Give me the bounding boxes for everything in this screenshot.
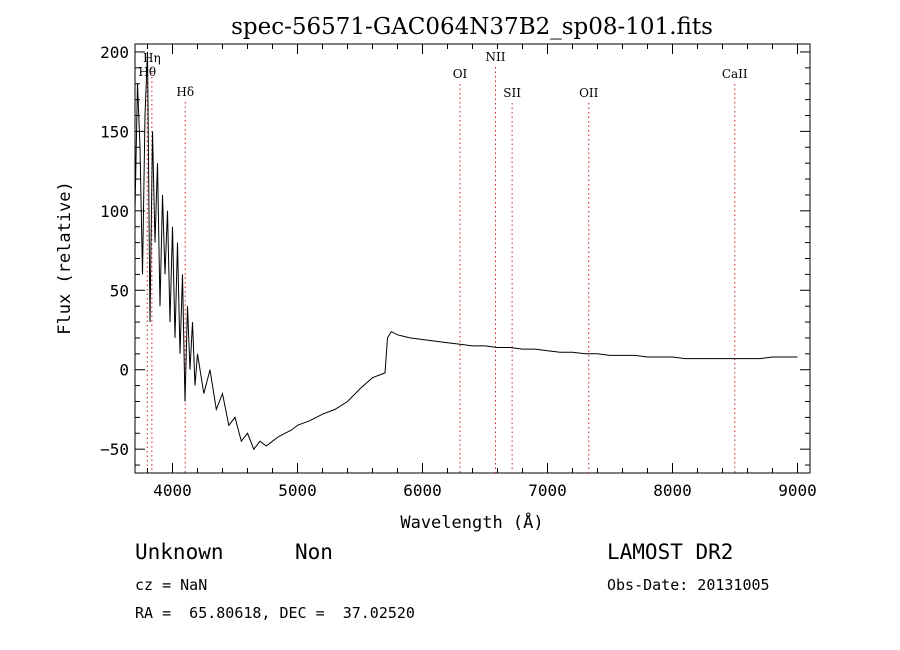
- x-tick-label: 4000: [153, 481, 192, 500]
- x-tick-label: 5000: [278, 481, 317, 500]
- spectrum-line: [134, 51, 798, 451]
- x-tick-label: 9000: [778, 481, 817, 500]
- y-tick-label: 150: [100, 122, 129, 141]
- x-tick-label: 7000: [528, 481, 567, 500]
- x-axis-label: Wavelength (Å): [400, 511, 543, 533]
- chart-title: spec-56571-GAC064N37B2_sp08-101.fits: [231, 14, 713, 40]
- object-subclass: Non: [295, 540, 333, 564]
- obs-date: Obs-Date: 20131005: [607, 576, 770, 594]
- y-tick-label: 0: [119, 361, 129, 380]
- y-tick-label: 200: [100, 43, 129, 62]
- line-label: Hη: [143, 51, 161, 65]
- x-tick-label: 6000: [403, 481, 442, 500]
- plot-frame: [134, 43, 811, 474]
- line-label: Hδ: [176, 85, 194, 99]
- object-class: Unknown: [135, 540, 224, 564]
- survey-name: LAMOST DR2: [607, 540, 734, 564]
- y-axis-label: Flux (relative): [55, 181, 75, 335]
- y-tick-label: 50: [110, 281, 129, 300]
- line-label: SII: [503, 86, 521, 100]
- redshift-cz: cz = NaN: [135, 576, 208, 594]
- line-label: NII: [486, 50, 506, 64]
- y-axis-ticks: −50 0 50 100 150 200: [100, 43, 810, 466]
- y-tick-label: 100: [100, 202, 129, 221]
- y-tick-label: −50: [100, 440, 129, 459]
- x-tick-label: 8000: [653, 481, 692, 500]
- x-axis-ticks: 4000 5000 6000 7000 8000 9000: [147, 44, 817, 500]
- line-label: CaII: [722, 67, 748, 81]
- line-label: OII: [579, 86, 599, 100]
- coordinates: RA = 65.80618, DEC = 37.02520: [135, 604, 415, 622]
- line-label: OI: [453, 67, 468, 81]
